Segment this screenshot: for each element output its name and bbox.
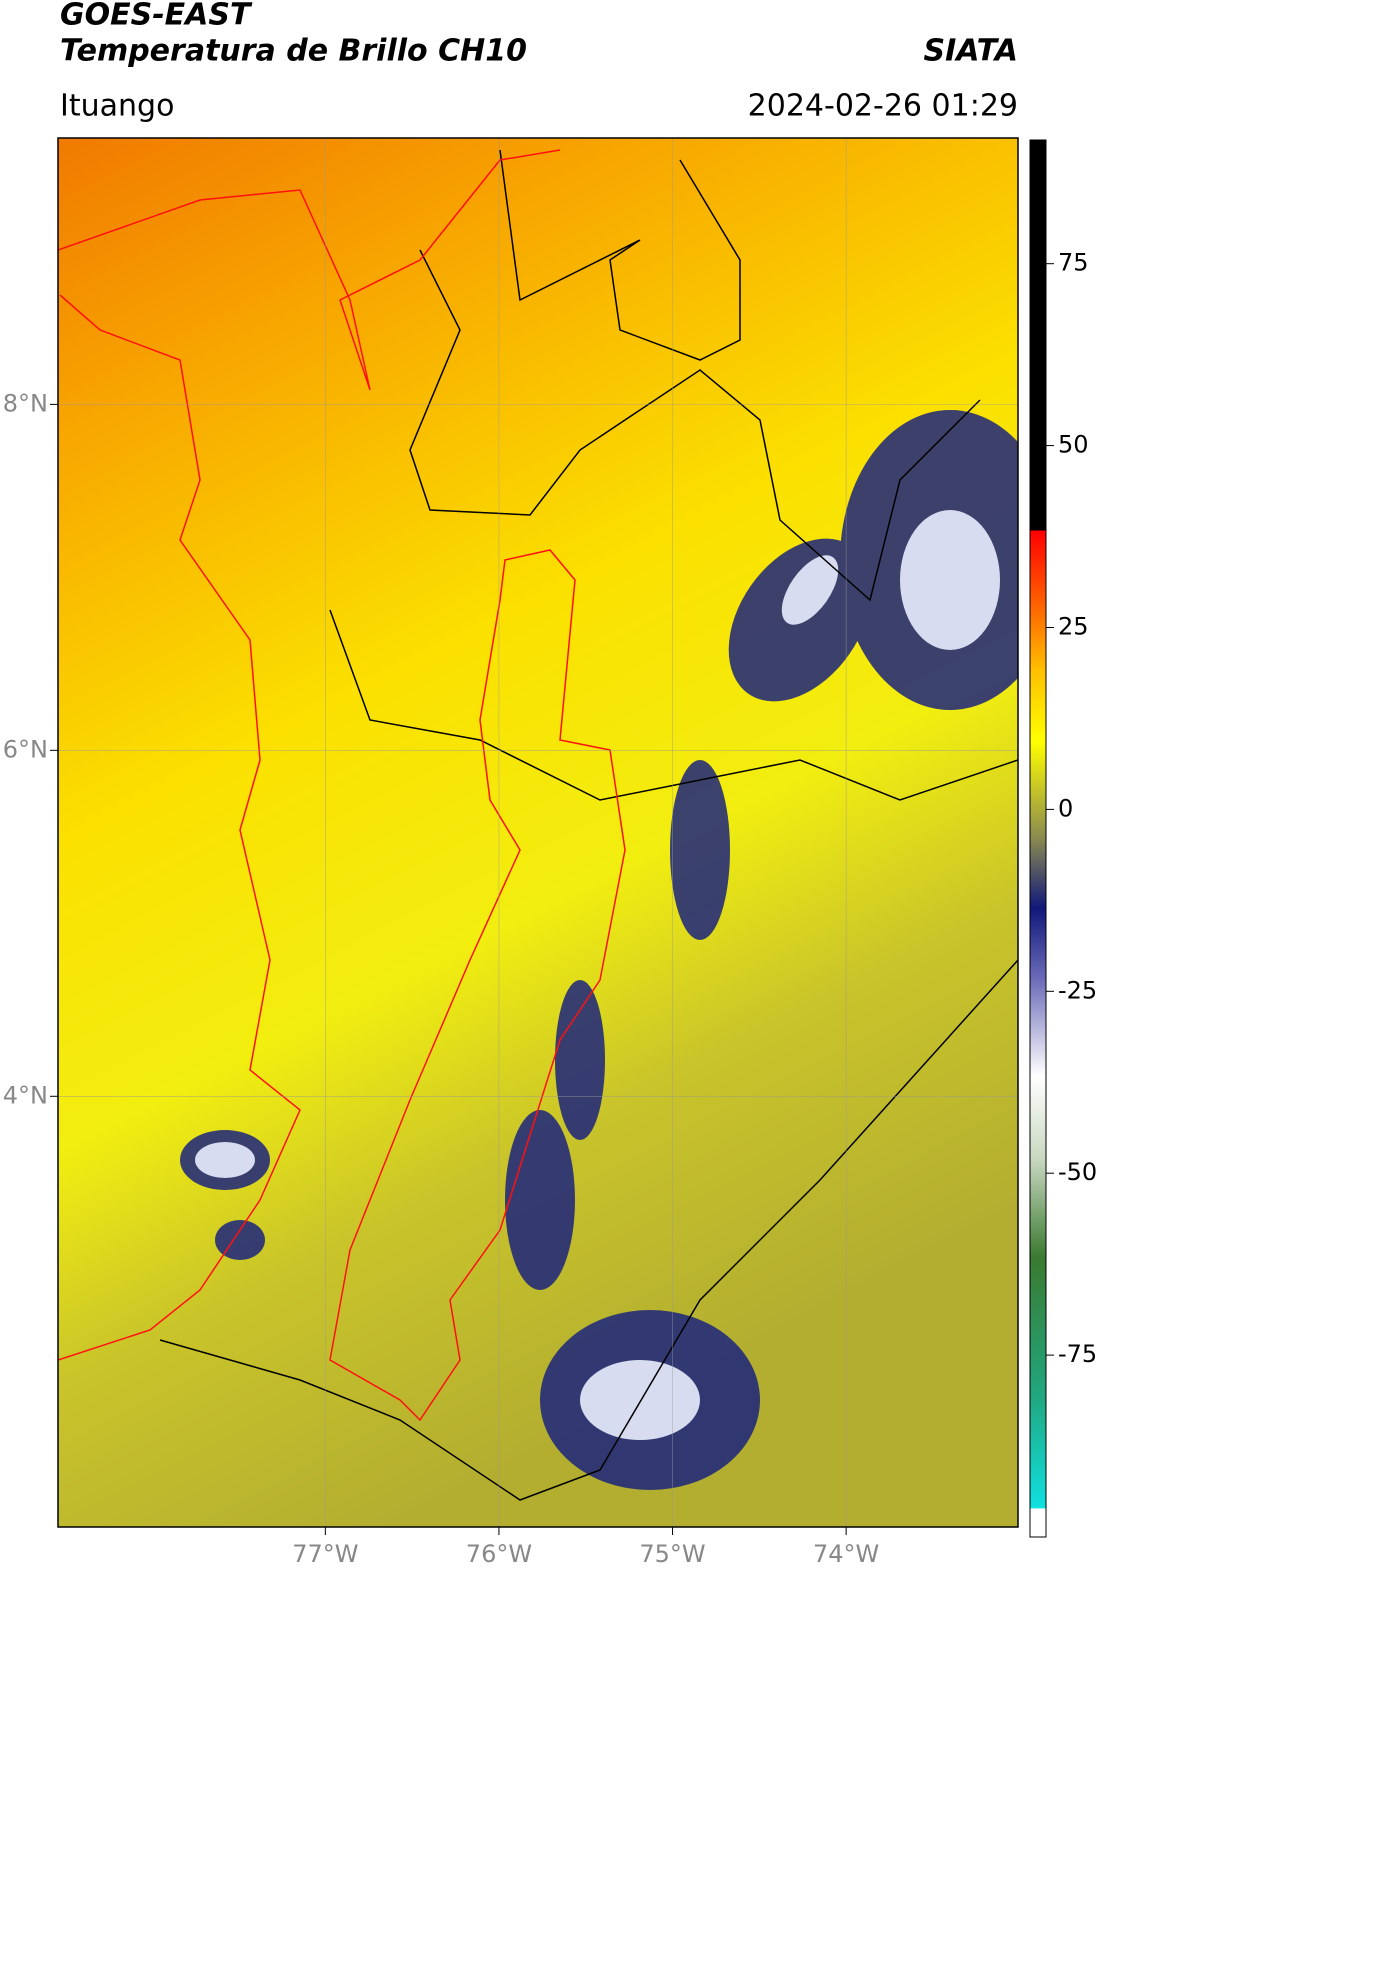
subtitle: Temperatura de Brillo CH10 [60, 34, 527, 69]
colorbar-tick-label: 25 [1058, 612, 1089, 640]
colorbar-tick-label: 0 [1058, 794, 1073, 822]
source: SIATA [924, 34, 1018, 69]
y-tick-label: 8°N [3, 389, 48, 417]
colorbar-tick-label: -50 [1058, 1158, 1097, 1186]
colorbar-tick-label: -75 [1058, 1340, 1097, 1368]
coast-and-region [58, 149, 626, 1422]
map [58, 138, 1018, 1527]
title: GOES-EAST [60, 0, 253, 33]
datetime: 2024-02-26 01:29 [748, 89, 1018, 124]
grid [58, 138, 1018, 1527]
x-tick-label: 75°W [639, 1540, 705, 1568]
colorbar-tick-label: -25 [1058, 976, 1097, 1004]
y-tick-label: 6°N [3, 735, 48, 763]
y-tick-label: 4°N [3, 1081, 48, 1109]
cloud-cores [195, 510, 1000, 1440]
colorbar-tick-label: 75 [1058, 249, 1089, 277]
colorbar [1029, 139, 1047, 1538]
borders [159, 149, 1018, 1501]
x-tick-label: 76°W [466, 1540, 532, 1568]
x-tick-label: 74°W [813, 1540, 879, 1568]
map-background [58, 138, 1018, 1527]
location: Ituango [60, 89, 174, 124]
colorbar-tick-label: 50 [1058, 431, 1089, 459]
x-tick-label: 77°W [292, 1540, 358, 1568]
map-frame [57, 137, 1019, 1528]
